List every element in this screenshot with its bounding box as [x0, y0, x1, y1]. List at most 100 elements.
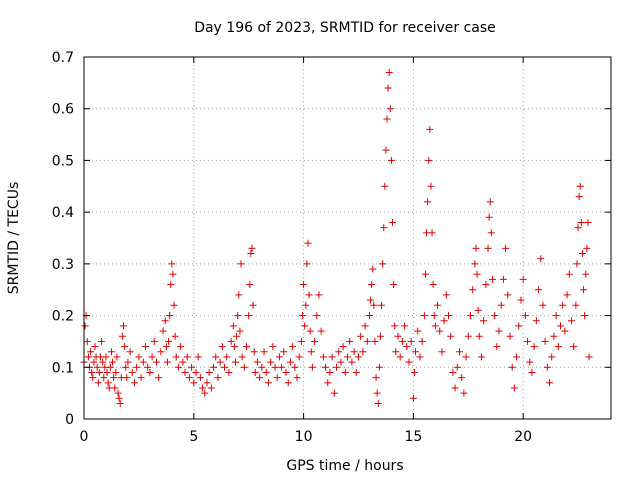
data-point	[554, 343, 562, 351]
data-point	[471, 260, 479, 268]
data-point	[286, 358, 294, 366]
data-point	[576, 182, 584, 190]
data-point	[152, 358, 160, 366]
data-point	[363, 337, 371, 345]
data-point	[233, 332, 241, 340]
data-point	[517, 296, 525, 304]
data-point	[163, 358, 171, 366]
data-point	[192, 368, 200, 376]
data-point	[83, 337, 91, 345]
x-tick-label: 10	[295, 429, 313, 445]
data-point	[480, 317, 488, 325]
data-point	[238, 353, 246, 361]
data-point	[289, 343, 297, 351]
data-point	[486, 198, 494, 206]
data-point	[455, 348, 463, 356]
data-point	[236, 327, 244, 335]
data-point	[161, 317, 169, 325]
data-point	[102, 353, 110, 361]
data-point	[311, 337, 319, 345]
data-point	[235, 291, 243, 299]
data-point	[469, 286, 477, 294]
data-point	[374, 399, 382, 407]
data-point	[458, 374, 466, 382]
data-point	[485, 213, 493, 221]
data-point	[567, 317, 575, 325]
data-point	[445, 312, 453, 320]
x-tick-label: 20	[514, 429, 532, 445]
data-point	[253, 358, 261, 366]
data-point	[324, 379, 332, 387]
data-point	[539, 301, 547, 309]
data-point	[504, 291, 512, 299]
plot-frame	[83, 56, 612, 420]
data-point	[278, 363, 286, 371]
data-point	[515, 322, 523, 330]
data-point	[559, 301, 567, 309]
data-point	[94, 379, 102, 387]
data-point	[381, 182, 389, 190]
data-point	[427, 182, 435, 190]
data-point	[155, 374, 163, 382]
y-tick-label: 0.3	[52, 257, 74, 273]
data-point	[165, 337, 173, 345]
data-point	[306, 327, 314, 335]
data-point	[212, 353, 220, 361]
data-point	[403, 343, 411, 351]
data-point	[264, 379, 272, 387]
data-point	[350, 348, 358, 356]
data-point	[464, 332, 472, 340]
data-point	[528, 368, 536, 376]
data-point	[210, 363, 218, 371]
data-point	[302, 301, 310, 309]
data-point	[122, 363, 130, 371]
data-point	[385, 69, 393, 77]
data-point	[330, 389, 338, 397]
data-point	[297, 337, 305, 345]
data-point	[247, 250, 255, 258]
data-point	[230, 343, 238, 351]
data-point	[304, 239, 312, 247]
data-point	[307, 348, 315, 356]
data-point	[240, 363, 248, 371]
data-point	[124, 358, 132, 366]
data-point	[580, 286, 588, 294]
data-point	[113, 353, 121, 361]
data-point	[382, 146, 390, 154]
data-point	[128, 368, 136, 376]
data-point	[251, 368, 259, 376]
data-point	[137, 374, 145, 382]
data-point	[203, 379, 211, 387]
data-point	[185, 374, 193, 382]
data-point	[581, 312, 589, 320]
data-point	[207, 384, 215, 392]
data-point	[144, 363, 152, 371]
data-point	[339, 343, 347, 351]
data-point	[484, 244, 492, 252]
data-point	[250, 348, 258, 356]
data-point	[372, 374, 380, 382]
data-point	[426, 125, 434, 133]
data-point	[246, 281, 254, 289]
data-point	[300, 281, 308, 289]
data-point	[352, 368, 360, 376]
data-point	[111, 384, 119, 392]
data-point	[146, 368, 154, 376]
data-point	[301, 322, 309, 330]
data-point	[337, 358, 345, 366]
data-point	[375, 363, 383, 371]
data-point	[390, 281, 398, 289]
data-point	[572, 301, 580, 309]
data-point	[431, 322, 439, 330]
data-point	[133, 363, 141, 371]
data-point	[378, 301, 386, 309]
data-point	[116, 399, 124, 407]
data-point	[499, 275, 507, 283]
data-point	[227, 337, 235, 345]
data-point	[199, 384, 207, 392]
data-point	[391, 322, 399, 330]
data-point	[488, 275, 496, 283]
data-point	[373, 389, 381, 397]
data-point	[177, 343, 185, 351]
data-point	[398, 337, 406, 345]
